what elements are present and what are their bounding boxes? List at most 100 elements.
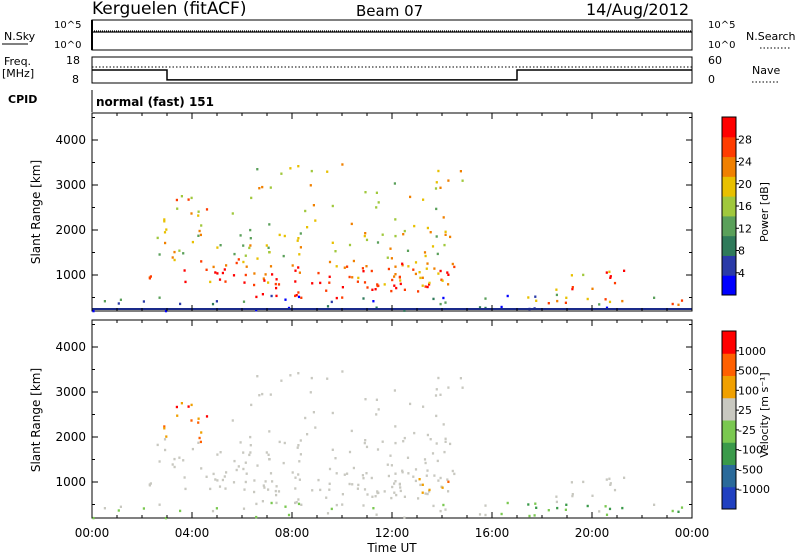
scatter-cell xyxy=(390,464,393,467)
scatter-cell xyxy=(256,257,259,260)
colorbar-swatch xyxy=(722,117,736,138)
colorbar-tick-label: 25 xyxy=(738,404,752,417)
scatter-cell xyxy=(180,195,183,198)
scatter-cell xyxy=(249,451,252,454)
scatter-cell xyxy=(451,469,454,473)
scatter-cell xyxy=(197,214,200,217)
scatter-cell xyxy=(413,224,416,228)
scatter-cell xyxy=(296,239,299,242)
scatter-cell xyxy=(426,469,429,472)
scatter-cell xyxy=(148,484,151,487)
x-tick-label: 08:00 xyxy=(275,526,310,540)
scatter-cell xyxy=(426,433,429,437)
velocity-colorbar: 1000 500 100 25 -25 -100 -500 -1000 xyxy=(721,330,770,510)
scatter-cell xyxy=(295,501,298,504)
scatter-cell xyxy=(449,442,452,446)
scatter-cell xyxy=(312,204,315,207)
scatter-cell xyxy=(402,233,405,236)
scatter-cell xyxy=(432,297,435,301)
scatter-cell xyxy=(350,222,353,226)
scatter-cell xyxy=(331,241,334,244)
scatter-cell xyxy=(242,507,246,510)
scatter-cell xyxy=(310,376,313,380)
scatter-cell xyxy=(190,196,193,200)
scatter-cell xyxy=(209,487,212,491)
scatter-cell xyxy=(426,492,429,496)
cpid-mode: normal (fast) 151 xyxy=(96,95,214,109)
noise-right-tick-bottom: 10^0 xyxy=(708,40,735,51)
freq-label-line2: [MHz] xyxy=(2,67,34,80)
scatter-cell xyxy=(218,278,222,281)
scatter-cell xyxy=(311,489,314,492)
scatter-cell xyxy=(244,461,247,464)
scatter-cell xyxy=(608,270,611,273)
scatter-cell xyxy=(224,487,227,490)
scatter-cell xyxy=(565,503,568,506)
scatter-cell xyxy=(225,264,228,267)
scatter-cell xyxy=(555,293,558,297)
scatter-cell xyxy=(341,493,344,496)
scatter-cell xyxy=(387,267,390,271)
scatter-cell xyxy=(330,300,333,304)
scatter-cell xyxy=(421,284,424,287)
scatter-cell xyxy=(565,296,568,299)
scatter-cell xyxy=(261,185,264,189)
scatter-cell xyxy=(274,489,277,493)
date-title: 14/Aug/2012 xyxy=(586,0,689,19)
colorbar-swatch xyxy=(722,331,736,354)
scatter-cell xyxy=(253,272,256,275)
scatter-cell xyxy=(158,296,161,299)
scatter-cell xyxy=(309,391,312,394)
scatter-cell xyxy=(398,483,401,486)
scatter-cell xyxy=(424,492,427,495)
scatter-cell xyxy=(280,379,283,382)
scatter-cell xyxy=(163,438,167,441)
scatter-cell xyxy=(431,245,435,248)
scatter-cell xyxy=(506,294,509,298)
scatter-cell xyxy=(613,488,617,492)
scatter-cell xyxy=(142,507,145,510)
scatter-cell xyxy=(383,283,386,286)
scatter-cell xyxy=(352,466,355,470)
scatter-cell xyxy=(215,300,218,303)
scatter-cell xyxy=(264,273,267,276)
scatter-cell xyxy=(608,477,611,480)
scatter-cell xyxy=(250,403,253,407)
scatter-cell xyxy=(328,467,332,471)
noise-right-tick-top: 10^5 xyxy=(708,20,735,31)
scatter-cell xyxy=(406,456,410,459)
y-tick-label: 1000 xyxy=(55,475,86,489)
colorbar-swatch xyxy=(722,235,736,256)
scatter-cell xyxy=(242,300,246,303)
scatter-cell xyxy=(221,478,224,482)
scatter-cell xyxy=(117,302,120,305)
scatter-cell xyxy=(394,472,397,475)
y-tick-label: 3000 xyxy=(55,385,86,399)
scatter-cell xyxy=(205,208,209,211)
nave-label: Nave xyxy=(752,64,780,77)
scatter-cell xyxy=(149,482,152,485)
scatter-cell xyxy=(335,503,338,507)
scatter-cell xyxy=(439,269,442,273)
scatter-cell xyxy=(297,473,300,476)
scatter-cell xyxy=(399,489,402,493)
scatter-cell xyxy=(317,271,320,275)
scatter-cell xyxy=(200,224,203,227)
scatter-cell xyxy=(253,283,256,287)
scatter-cell xyxy=(180,402,183,405)
scatter-cell xyxy=(348,482,351,486)
scatter-cell xyxy=(426,285,429,289)
scatter-cell xyxy=(331,411,334,415)
scatter-cell xyxy=(212,265,215,269)
scatter-cell xyxy=(183,269,186,272)
scatter-cell xyxy=(325,289,328,292)
scatter-cell xyxy=(325,496,328,499)
scatter-cell xyxy=(232,274,236,277)
scatter-cell xyxy=(582,480,585,484)
scatter-cell xyxy=(309,184,312,187)
scatter-cell xyxy=(190,212,193,215)
scatter-cell xyxy=(653,503,656,506)
scatter-cell xyxy=(184,487,187,491)
scatter-cell xyxy=(436,252,439,256)
scatter-cell xyxy=(621,506,624,510)
